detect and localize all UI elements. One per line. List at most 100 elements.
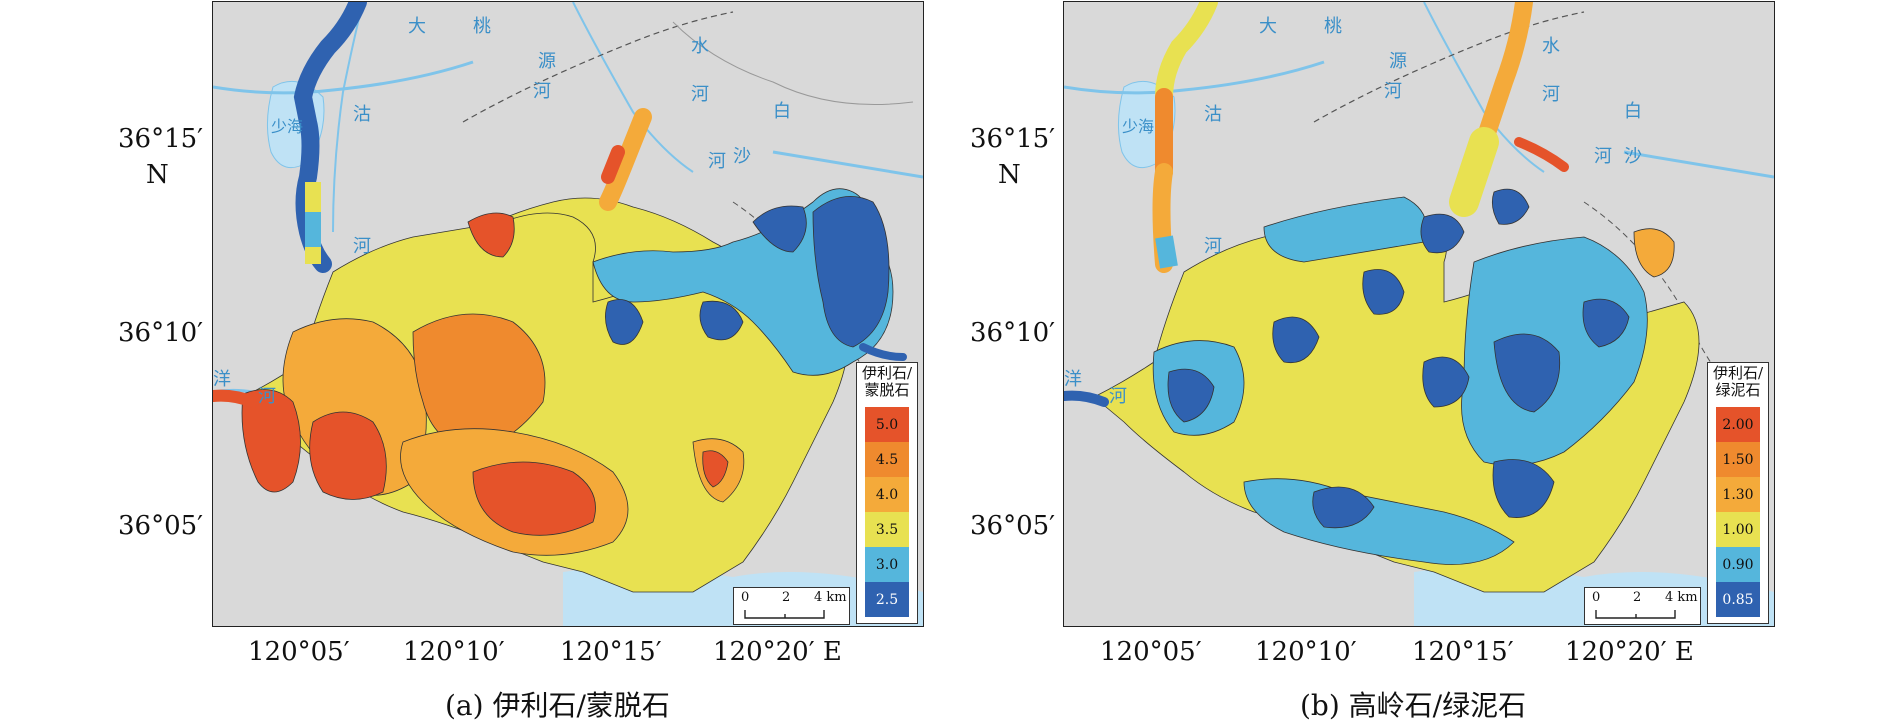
place-label-sha-b: 沙 bbox=[1624, 146, 1642, 167]
contour-map-b: 大 沽 河 桃 源 河 水 河 白 沙 河 洋 河 少海 bbox=[1064, 2, 1774, 626]
scalebar-a: 0 2 4 km bbox=[733, 587, 850, 625]
place-label-da-a: 大 bbox=[408, 16, 426, 37]
place-label-tao-a: 桃 bbox=[473, 16, 491, 37]
place-label-he-b: 河 bbox=[1204, 236, 1222, 257]
yang-channel-a bbox=[213, 389, 259, 408]
legend-b-swatch-150 bbox=[1716, 442, 1760, 477]
scalebar-b-tick-0: 0 bbox=[1592, 590, 1601, 605]
place-label-he3-a: 河 bbox=[691, 84, 709, 105]
place-label-shaohai-a: 少海 bbox=[271, 117, 303, 136]
dark-b7 bbox=[1422, 356, 1470, 408]
place-label-he2-a: 河 bbox=[533, 81, 551, 102]
legend-b-label-100: 1.00 bbox=[1722, 522, 1754, 538]
scalebar-b-tick-2: 2 bbox=[1633, 590, 1642, 605]
scalebar-b-tick-4: 4 km bbox=[1665, 590, 1698, 605]
dark-blob-a1 bbox=[605, 299, 644, 345]
lon-label-120-20-b: 120°20′ E bbox=[1565, 637, 1694, 667]
lon-label-120-15-a: 120°15′ bbox=[560, 637, 662, 667]
scalebar-a-tick-0: 0 bbox=[741, 590, 750, 605]
east-red-a bbox=[702, 450, 729, 488]
north-red-a bbox=[467, 212, 515, 258]
river-taoyuan-b bbox=[1423, 2, 1545, 173]
place-label-yang-b: 洋 bbox=[1064, 369, 1082, 390]
river-baisha-a bbox=[772, 150, 923, 179]
taoyuan-channel-a bbox=[599, 108, 652, 211]
lon-label-120-10-a: 120°10′ bbox=[403, 637, 505, 667]
lon-label-120-20-a: 120°20′ E bbox=[713, 637, 842, 667]
east-dark-a bbox=[812, 196, 890, 348]
place-label-he3-b: 河 bbox=[1542, 84, 1560, 105]
legend-a-swatch-25 bbox=[865, 582, 909, 617]
north-blue-a bbox=[752, 205, 807, 253]
baisha-channel-a bbox=[859, 343, 907, 361]
place-label-he5-a: 河 bbox=[258, 386, 276, 407]
map-frame-a: 大 沽 河 桃 源 河 水 河 白 沙 河 洋 河 少海 伊利石/ 蒙脱石 bbox=[212, 1, 924, 627]
dark-blob-a2 bbox=[699, 300, 744, 341]
legend-b-label-200: 2.00 bbox=[1722, 417, 1754, 433]
legend-a-label-3: 3.0 bbox=[875, 557, 899, 573]
dagu-base-b bbox=[1155, 235, 1178, 269]
lat-label-n-b: N bbox=[998, 160, 1021, 190]
legend-a-label-5: 5.0 bbox=[875, 417, 899, 433]
contour-map-a: 大 沽 河 桃 源 河 水 河 白 沙 河 洋 河 少海 bbox=[213, 2, 923, 626]
scalebar-a-line bbox=[744, 610, 825, 619]
place-label-shui-a: 水 bbox=[691, 36, 709, 57]
river-taoyuan-a bbox=[572, 2, 694, 173]
taoyuan-channel-b bbox=[1475, 2, 1533, 151]
place-label-yuan-b: 源 bbox=[1389, 51, 1407, 72]
place-label-he-a: 河 bbox=[353, 236, 371, 257]
place-label-tao-b: 桃 bbox=[1324, 16, 1342, 37]
place-label-he4-b: 河 bbox=[1594, 146, 1612, 167]
dagu-channel-b bbox=[1155, 2, 1218, 106]
river-upper-b bbox=[1064, 60, 1325, 95]
legend-a-label-45: 4.5 bbox=[875, 452, 899, 468]
caption-a: (a) 伊利石/蒙脱石 bbox=[445, 689, 670, 722]
dark-b1 bbox=[1167, 368, 1215, 423]
scalebar-a-tick-4: 4 km bbox=[814, 590, 847, 605]
place-label-bai-b: 白 bbox=[1624, 101, 1642, 122]
place-label-he2-b: 河 bbox=[1384, 81, 1402, 102]
place-label-yang-a: 洋 bbox=[213, 369, 231, 390]
taoyuan-red-a bbox=[601, 145, 625, 184]
place-label-gu-a: 沽 bbox=[353, 104, 371, 125]
dark-b2 bbox=[1272, 316, 1320, 364]
lon-label-120-10-b: 120°10′ bbox=[1255, 637, 1357, 667]
southwest-red-a bbox=[241, 389, 301, 493]
legend-b: 伊利石/ 绿泥石 2.00 1.50 1.30 1.00 0.90 0.85 bbox=[1707, 362, 1769, 624]
caption-b: (b) 高岭石/绿泥石 bbox=[1300, 689, 1527, 722]
road-a-1 bbox=[462, 11, 734, 123]
scalebar-a-tick-2: 2 bbox=[782, 590, 791, 605]
place-label-yuan-a: 源 bbox=[538, 51, 556, 72]
place-label-he4-a: 河 bbox=[708, 151, 726, 172]
lat-label-36-15: 36°15′ bbox=[118, 124, 204, 154]
legend-b-label-085: 0.85 bbox=[1722, 592, 1754, 608]
road-b-1 bbox=[1313, 11, 1585, 123]
legend-b-swatch-130 bbox=[1716, 477, 1760, 512]
dark-b4 bbox=[1420, 213, 1465, 254]
dark-b9 bbox=[1492, 459, 1555, 518]
dark-b6 bbox=[1582, 298, 1630, 348]
legend-b-label-130: 1.30 bbox=[1722, 487, 1754, 503]
place-label-shaohai-b: 少海 bbox=[1122, 117, 1154, 136]
river-dagu-a bbox=[332, 2, 364, 233]
scalebar-b: 0 2 4 km bbox=[1584, 587, 1701, 625]
south-red-a bbox=[472, 461, 596, 536]
river-baisha-b bbox=[1623, 150, 1774, 179]
lat-label-36-05: 36°05′ bbox=[118, 511, 204, 541]
legend-b-swatch-090 bbox=[1716, 547, 1760, 582]
legend-a-title-line1: 伊利石/ bbox=[861, 364, 913, 382]
legend-a-swatch-45 bbox=[865, 442, 909, 477]
place-label-shui-b: 水 bbox=[1542, 36, 1560, 57]
legend-a-label-4: 4.0 bbox=[875, 487, 899, 503]
road-a-3 bbox=[672, 21, 914, 105]
legend-b-title-line2: 绿泥石 bbox=[1715, 381, 1761, 399]
legend-b-label-090: 0.90 bbox=[1722, 557, 1754, 573]
legend-b-title-line1: 伊利石/ bbox=[1712, 364, 1764, 382]
legend-a-swatch-35 bbox=[865, 512, 909, 547]
lon-label-120-05-a: 120°05′ bbox=[248, 637, 350, 667]
baisha-red-b bbox=[1514, 137, 1569, 172]
central-orange-a bbox=[412, 313, 546, 453]
dark-b5 bbox=[1493, 333, 1561, 413]
lon-label-120-15-b: 120°15′ bbox=[1412, 637, 1514, 667]
place-label-da-b: 大 bbox=[1259, 16, 1277, 37]
